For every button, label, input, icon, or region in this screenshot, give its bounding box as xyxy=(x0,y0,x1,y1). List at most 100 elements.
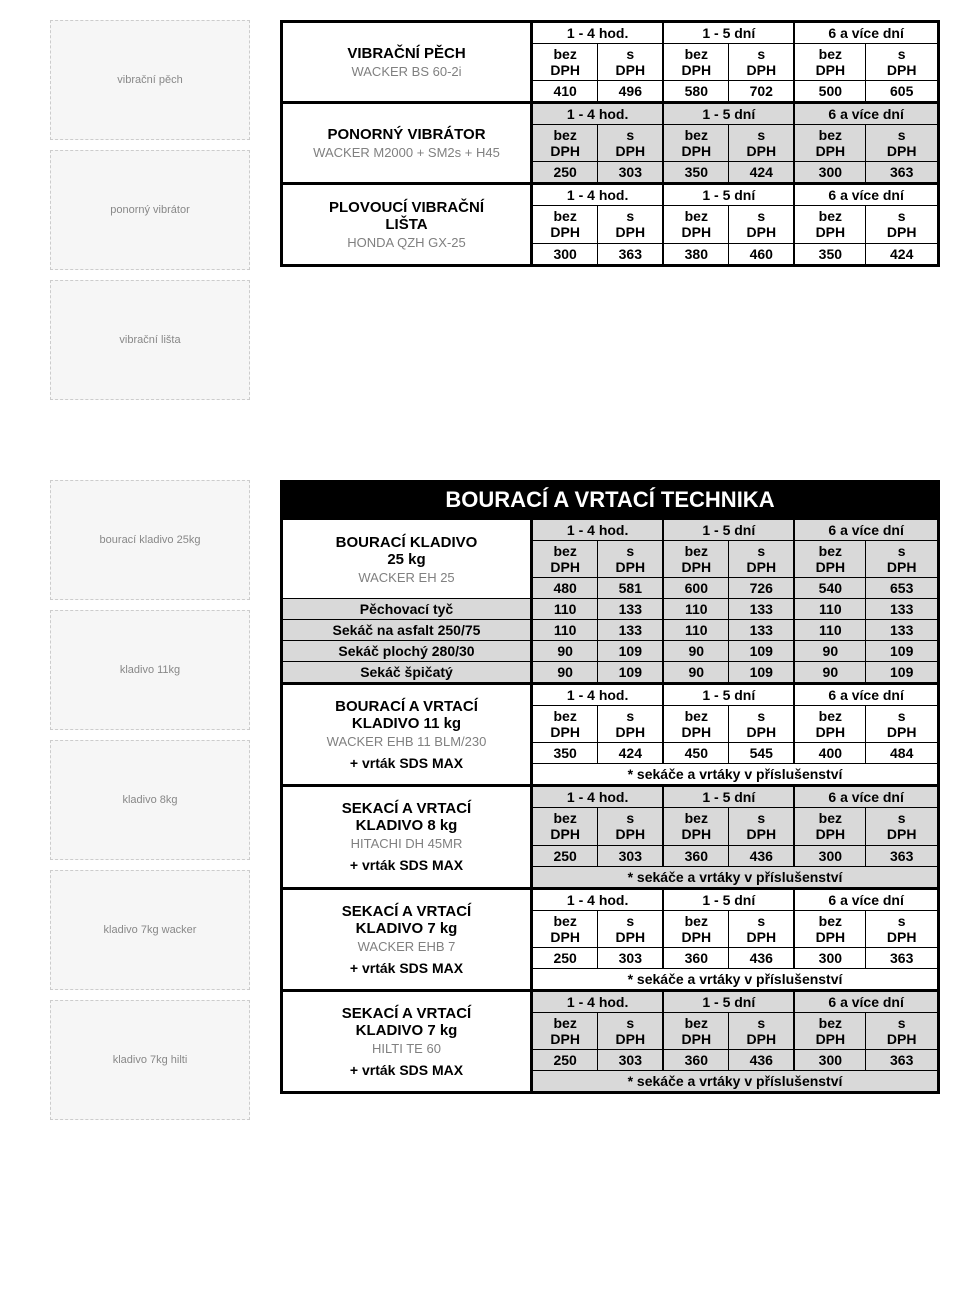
price-cell: 250 xyxy=(532,162,598,184)
product-name: BOURACÍ KLADIVO25 kgWACKER EH 25 xyxy=(282,519,532,599)
period-header: 1 - 4 hod. xyxy=(532,519,664,541)
accessory-note: * sekáče a vrtáky v příslušenství xyxy=(532,866,939,888)
period-header: 6 a více dní xyxy=(794,990,938,1012)
image-column-1: vibrační pěchponorný vibrátorvibrační li… xyxy=(20,20,280,400)
period-header: 6 a více dní xyxy=(794,22,938,44)
price-cell: 600 xyxy=(663,578,728,599)
sub-header-bez: bezDPH xyxy=(663,44,728,81)
price-cell: 303 xyxy=(598,845,663,866)
sub-header-bez: bezDPH xyxy=(663,808,728,845)
accessory-name: Sekáč na asfalt 250/75 xyxy=(282,620,532,641)
period-header: 1 - 4 hod. xyxy=(532,184,664,206)
sub-header-s: sDPH xyxy=(866,1012,939,1049)
sub-header-bez: bezDPH xyxy=(663,1012,728,1049)
sub-header-bez: bezDPH xyxy=(663,706,728,743)
sub-header-s: sDPH xyxy=(598,808,663,845)
sub-header-bez: bezDPH xyxy=(794,1012,866,1049)
price-cell: 500 xyxy=(794,81,866,103)
sub-header-bez: bezDPH xyxy=(532,44,598,81)
product-name: SEKACÍ A VRTACÍKLADIVO 7 kgHILTI TE 60+ … xyxy=(282,990,532,1092)
period-header: 1 - 5 dní xyxy=(663,22,794,44)
price-cell: 250 xyxy=(532,947,598,968)
sub-header-s: sDPH xyxy=(866,206,939,243)
product-image: kladivo 7kg wacker xyxy=(50,870,250,990)
price-cell: 300 xyxy=(794,162,866,184)
section-title: BOURACÍ A VRTACÍ TECHNIKA xyxy=(280,480,940,517)
price-cell: 436 xyxy=(729,1049,794,1070)
price-cell: 424 xyxy=(729,162,794,184)
product-name: VIBRAČNÍ PĚCHWACKER BS 60-2i xyxy=(282,22,532,103)
price-cell: 605 xyxy=(866,81,939,103)
price-cell: 380 xyxy=(663,243,728,265)
price-cell: 363 xyxy=(866,947,939,968)
price-cell: 303 xyxy=(598,1049,663,1070)
sub-header-s: sDPH xyxy=(729,44,794,81)
price-cell: 436 xyxy=(729,947,794,968)
price-cell: 133 xyxy=(598,620,663,641)
sub-header-bez: bezDPH xyxy=(532,808,598,845)
sub-header-s: sDPH xyxy=(598,44,663,81)
price-cell: 90 xyxy=(532,662,598,684)
product-name: SEKACÍ A VRTACÍKLADIVO 8 kgHITACHI DH 45… xyxy=(282,786,532,888)
price-cell: 460 xyxy=(729,243,794,265)
sub-header-bez: bezDPH xyxy=(532,910,598,947)
sub-header-s: sDPH xyxy=(866,541,939,578)
sub-header-s: sDPH xyxy=(729,910,794,947)
price-cell: 581 xyxy=(598,578,663,599)
sub-header-bez: bezDPH xyxy=(794,706,866,743)
period-header: 1 - 4 hod. xyxy=(532,786,664,808)
product-image: vibrační lišta xyxy=(50,280,250,400)
price-cell: 109 xyxy=(729,641,794,662)
sub-header-bez: bezDPH xyxy=(794,541,866,578)
sub-header-bez: bezDPH xyxy=(794,44,866,81)
price-cell: 300 xyxy=(532,243,598,265)
price-cell: 424 xyxy=(598,743,663,764)
period-header: 1 - 5 dní xyxy=(663,103,794,125)
price-cell: 360 xyxy=(663,845,728,866)
price-cell: 580 xyxy=(663,81,728,103)
price-cell: 400 xyxy=(794,743,866,764)
sub-header-s: sDPH xyxy=(598,541,663,578)
product-image: vibrační pěch xyxy=(50,20,250,140)
period-header: 1 - 5 dní xyxy=(663,990,794,1012)
product-name: PONORNÝ VIBRÁTORWACKER M2000 + SM2s + H4… xyxy=(282,103,532,184)
price-cell: 133 xyxy=(866,599,939,620)
price-cell: 109 xyxy=(729,662,794,684)
accessory-name: Pěchovací tyč xyxy=(282,599,532,620)
sub-header-s: sDPH xyxy=(866,125,939,162)
price-cell: 360 xyxy=(663,1049,728,1070)
price-cell: 424 xyxy=(866,243,939,265)
price-cell: 540 xyxy=(794,578,866,599)
period-header: 1 - 4 hod. xyxy=(532,103,664,125)
sub-header-s: sDPH xyxy=(598,125,663,162)
period-header: 6 a více dní xyxy=(794,519,938,541)
price-cell: 90 xyxy=(794,662,866,684)
sub-header-s: sDPH xyxy=(866,706,939,743)
sub-header-s: sDPH xyxy=(598,910,663,947)
sub-header-bez: bezDPH xyxy=(794,125,866,162)
period-header: 1 - 4 hod. xyxy=(532,22,664,44)
product-image: kladivo 8kg xyxy=(50,740,250,860)
price-cell: 90 xyxy=(532,641,598,662)
price-cell: 702 xyxy=(729,81,794,103)
price-cell: 300 xyxy=(794,947,866,968)
price-cell: 90 xyxy=(663,641,728,662)
sub-header-bez: bezDPH xyxy=(794,910,866,947)
accessory-name: Sekáč špičatý xyxy=(282,662,532,684)
price-cell: 480 xyxy=(532,578,598,599)
sub-header-s: sDPH xyxy=(598,206,663,243)
price-cell: 133 xyxy=(866,620,939,641)
sub-header-bez: bezDPH xyxy=(794,206,866,243)
sub-header-s: sDPH xyxy=(866,808,939,845)
product-image: kladivo 11kg xyxy=(50,610,250,730)
price-cell: 300 xyxy=(794,1049,866,1070)
price-cell: 90 xyxy=(794,641,866,662)
sub-header-bez: bezDPH xyxy=(663,541,728,578)
sub-header-bez: bezDPH xyxy=(532,706,598,743)
sub-header-s: sDPH xyxy=(866,910,939,947)
price-cell: 110 xyxy=(794,599,866,620)
price-cell: 110 xyxy=(663,599,728,620)
price-cell: 133 xyxy=(598,599,663,620)
price-cell: 363 xyxy=(866,162,939,184)
price-cell: 133 xyxy=(729,620,794,641)
